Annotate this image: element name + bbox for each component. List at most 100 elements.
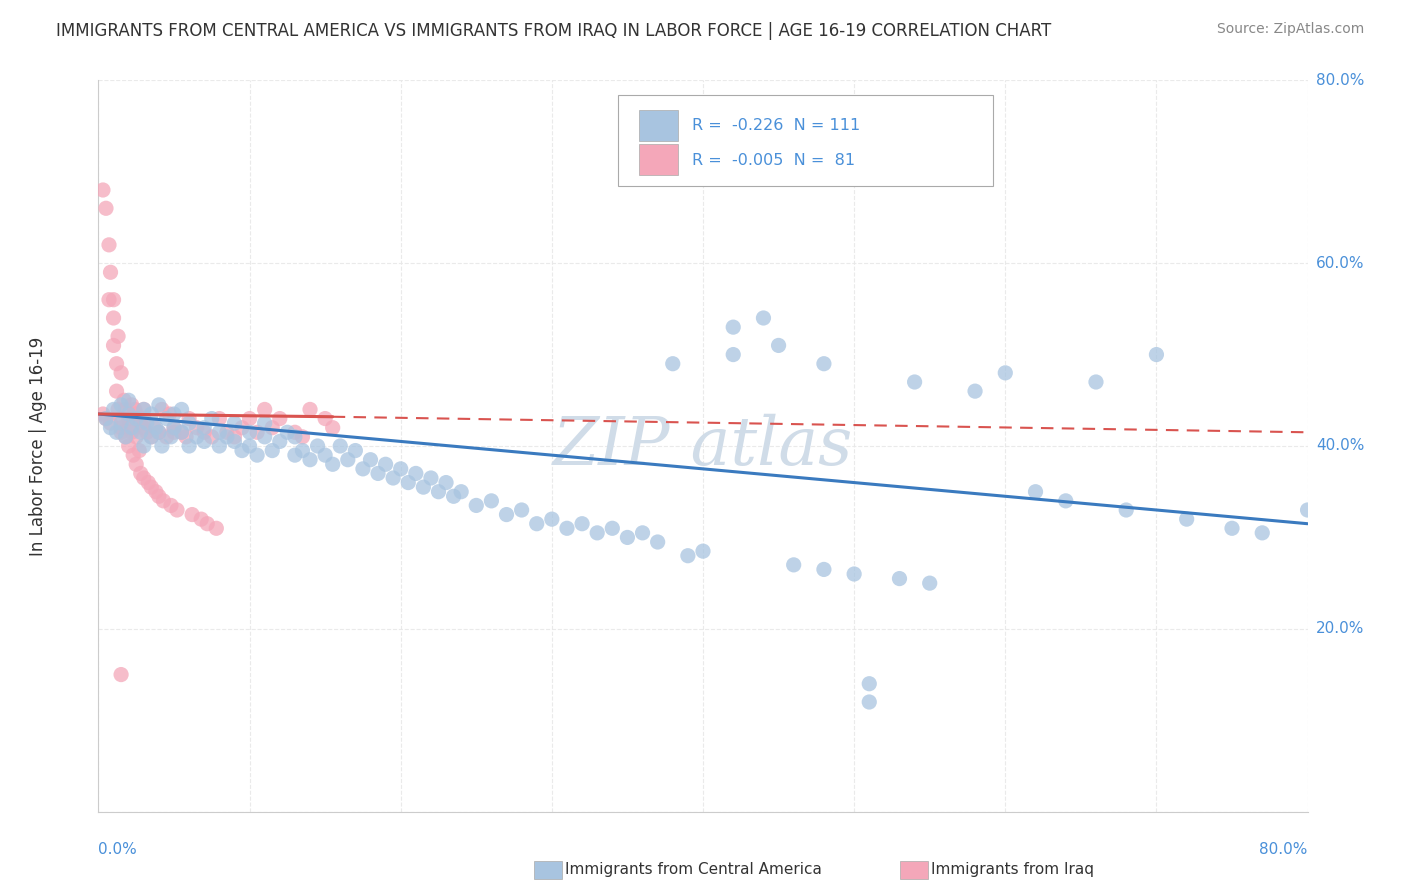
Point — [155, 411, 177, 425]
Point — [768, 338, 790, 352]
Point — [965, 384, 987, 399]
Point — [465, 499, 488, 513]
Point — [555, 521, 578, 535]
Point — [186, 430, 208, 444]
Point — [91, 407, 114, 421]
Point — [329, 439, 352, 453]
Point — [752, 311, 775, 326]
Point — [110, 366, 132, 380]
Point — [150, 402, 173, 417]
Point — [110, 425, 132, 440]
Point — [114, 430, 136, 444]
Point — [177, 411, 201, 425]
Point — [94, 411, 117, 425]
Point — [269, 411, 291, 425]
Point — [181, 508, 204, 522]
Point — [495, 508, 517, 522]
Point — [918, 576, 941, 591]
Point — [136, 475, 159, 490]
Point — [160, 499, 183, 513]
Point — [427, 484, 450, 499]
Point — [118, 439, 141, 453]
Point — [360, 452, 382, 467]
Point — [141, 430, 163, 444]
Point — [110, 411, 132, 425]
Point — [122, 448, 145, 462]
Text: 20.0%: 20.0% — [1316, 622, 1364, 636]
Point — [141, 480, 163, 494]
Point — [103, 311, 125, 326]
Point — [481, 493, 503, 508]
Point — [193, 425, 215, 440]
Point — [129, 467, 152, 481]
Text: Immigrants from Central America: Immigrants from Central America — [565, 863, 823, 877]
FancyBboxPatch shape — [638, 110, 678, 141]
Point — [132, 402, 155, 417]
Point — [160, 430, 183, 444]
Text: Source: ZipAtlas.com: Source: ZipAtlas.com — [1216, 22, 1364, 37]
Point — [91, 183, 114, 197]
Point — [208, 439, 231, 453]
Point — [215, 425, 238, 440]
Point — [262, 421, 284, 435]
Point — [103, 402, 125, 417]
Point — [602, 521, 624, 535]
Text: 60.0%: 60.0% — [1316, 256, 1364, 270]
Point — [540, 512, 562, 526]
Point — [367, 467, 389, 481]
Point — [215, 430, 238, 444]
Point — [121, 398, 143, 412]
Point — [1024, 484, 1046, 499]
Point — [121, 425, 143, 440]
Point — [676, 549, 699, 563]
Point — [284, 425, 307, 440]
Point — [314, 448, 336, 462]
Point — [396, 475, 419, 490]
Point — [813, 562, 835, 576]
Point — [132, 439, 155, 453]
Point — [291, 443, 314, 458]
Point — [291, 430, 314, 444]
Point — [114, 430, 136, 444]
Point — [647, 535, 669, 549]
Point — [314, 411, 336, 425]
Point — [1144, 348, 1167, 362]
Point — [94, 411, 117, 425]
Point — [124, 402, 146, 417]
Point — [201, 430, 224, 444]
Point — [135, 425, 157, 440]
Point — [616, 530, 638, 544]
Point — [1054, 493, 1077, 508]
Point — [145, 421, 167, 435]
Point — [322, 421, 344, 435]
Point — [148, 425, 170, 440]
Point — [692, 544, 714, 558]
Text: 80.0%: 80.0% — [1260, 842, 1308, 857]
Point — [186, 421, 208, 435]
Point — [155, 430, 177, 444]
Point — [118, 407, 141, 421]
Point — [112, 393, 135, 408]
Point — [150, 439, 173, 453]
Point — [132, 471, 155, 485]
Point — [284, 430, 307, 444]
Point — [904, 375, 927, 389]
Point — [129, 425, 152, 440]
Point — [1085, 375, 1108, 389]
Point — [231, 421, 253, 435]
Point — [177, 439, 201, 453]
Point — [201, 411, 224, 425]
Point — [994, 366, 1017, 380]
Text: In Labor Force | Age 16-19: In Labor Force | Age 16-19 — [30, 336, 46, 556]
Point — [443, 489, 465, 503]
Point — [107, 402, 129, 417]
Point — [170, 402, 193, 417]
Point — [190, 512, 212, 526]
Point — [132, 421, 155, 435]
Point — [336, 452, 359, 467]
Point — [858, 695, 880, 709]
Point — [166, 503, 188, 517]
Point — [246, 448, 269, 462]
Point — [253, 416, 276, 430]
Point — [103, 293, 125, 307]
